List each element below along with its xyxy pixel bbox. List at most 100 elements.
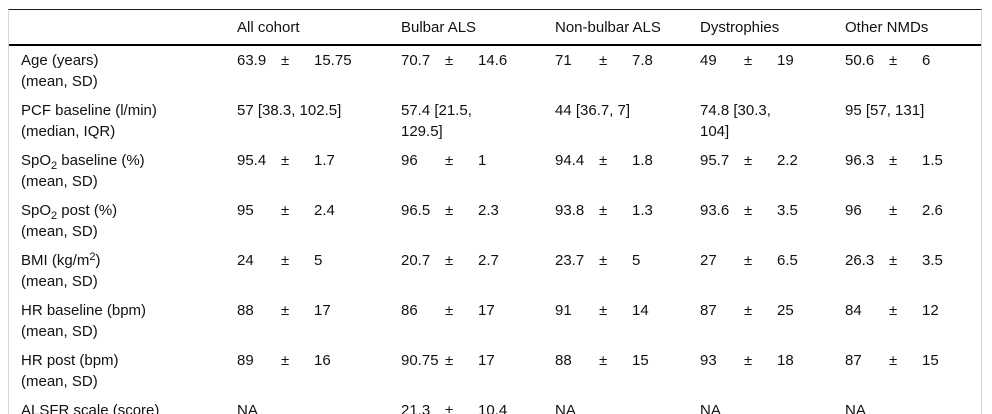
value-cell-age-all-cohort: 63.9 ±15.75 (237, 45, 401, 96)
value-cell-bmi-non-bulbar-als: 23.7 ±5 (555, 246, 700, 296)
sd-value: 2.2 (777, 152, 798, 169)
plus-minus-sign: ± (599, 252, 608, 269)
row-label-cell-spo2-post: SpO2 post (%) (mean, SD) (9, 196, 237, 246)
header-row: All cohort Bulbar ALS Non-bulbar ALS Dystro… (9, 10, 981, 46)
table-row-spo2-post: SpO2 post (%) (mean, SD) 95 ±2.4 96.5 ±2.3 93.… (9, 196, 981, 246)
mean-value: 86 (401, 302, 418, 319)
value-cell-spo2-baseline-dystrophies: 95.7 ±2.2 (700, 146, 845, 196)
row-sub-label: (mean, SD) (21, 273, 98, 290)
value-cell-hr-post-bulbar-als: 90.75 ±17 (401, 346, 555, 396)
sd-value: 10.4 (478, 402, 508, 414)
column-header-all-cohort: All cohort (237, 10, 401, 46)
value-cell-bmi-other-nmds: 26.3 ±3.5 (845, 246, 981, 296)
mean-value: 87 (845, 352, 862, 369)
text-value: NA (700, 402, 721, 414)
mean-value: 20.7 (401, 252, 431, 269)
value-cell-spo2-post-non-bulbar-als: 93.8 ±1.3 (555, 196, 700, 246)
value-cell-hr-post-non-bulbar-als: 88 ±15 (555, 346, 700, 396)
value-cell-bmi-bulbar-als: 20.7 ±2.7 (401, 246, 555, 296)
value-cell-alsfr-scale-all-cohort: NA (237, 396, 401, 414)
plus-minus-sign: ± (445, 202, 454, 219)
mean-value: 23.7 (555, 252, 585, 269)
mean-value: 26.3 (845, 252, 875, 269)
value-cell-pcf-baseline-other-nmds: 95 [57, 131] (845, 96, 981, 146)
plus-minus-sign: ± (599, 52, 608, 69)
value-cell-pcf-baseline-dystrophies: 74.8 [30.3, 104] (700, 96, 845, 146)
column-header-dystrophies: Dystrophies (700, 10, 845, 46)
value-cell-bmi-all-cohort: 24 ±5 (237, 246, 401, 296)
column-header-non-bulbar-als: Non-bulbar ALS (555, 10, 700, 46)
text-value: NA (555, 402, 576, 414)
mean-value: 96 (401, 152, 418, 169)
sd-value: 17 (478, 352, 495, 369)
text-value: 44 [36.7, 7] (555, 102, 631, 119)
plus-minus-sign: ± (744, 252, 753, 269)
sd-value: 2.4 (314, 202, 335, 219)
plus-minus-sign: ± (445, 252, 454, 269)
sd-value: 19 (777, 52, 794, 69)
sd-value: 2.3 (478, 202, 499, 219)
value-cell-bmi-dystrophies: 27 ±6.5 (700, 246, 845, 296)
sd-value: 25 (777, 302, 794, 319)
text-value: NA (845, 402, 866, 414)
value-cell-alsfr-scale-bulbar-als: 21.3 ±10.4 (401, 396, 555, 414)
sd-value: 1 (478, 152, 487, 169)
sd-value: 5 (632, 252, 641, 269)
plus-minus-sign: ± (744, 302, 753, 319)
mean-value: 93.8 (555, 202, 585, 219)
mean-value: 96.3 (845, 152, 875, 169)
row-sub-label: (mean, SD) (21, 323, 98, 340)
sd-value: 14.6 (478, 52, 508, 69)
plus-minus-sign: ± (889, 52, 898, 69)
row-sub-label: (mean, SD) (21, 173, 98, 190)
sd-value: 2.6 (922, 202, 943, 219)
mean-value: 88 (237, 302, 254, 319)
mean-value: 27 (700, 252, 717, 269)
mean-value: 24 (237, 252, 254, 269)
plus-minus-sign: ± (281, 352, 290, 369)
text-value: 57.4 [21.5, 129.5] (401, 102, 472, 140)
plus-minus-sign: ± (744, 352, 753, 369)
mean-value: 63.9 (237, 52, 267, 69)
plus-minus-sign: ± (281, 302, 290, 319)
sd-value: 16 (314, 352, 331, 369)
column-header-bulbar-als: Bulbar ALS (401, 10, 555, 46)
row-label-cell-hr-baseline: HR baseline (bpm) (mean, SD) (9, 296, 237, 346)
value-cell-age-dystrophies: 49 ±19 (700, 45, 845, 96)
sd-value: 1.3 (632, 202, 653, 219)
sd-value: 15 (922, 352, 939, 369)
row-sub-label: (mean, SD) (21, 73, 98, 90)
plus-minus-sign: ± (599, 152, 608, 169)
value-cell-spo2-post-other-nmds: 96 ±2.6 (845, 196, 981, 246)
mean-value: 95 (237, 202, 254, 219)
sd-value: 3.5 (922, 252, 943, 269)
plus-minus-sign: ± (599, 202, 608, 219)
sd-value: 17 (314, 302, 331, 319)
row-label-cell-age: Age (years) (mean, SD) (9, 45, 237, 96)
plus-minus-sign: ± (281, 52, 290, 69)
value-cell-hr-post-dystrophies: 93 ±18 (700, 346, 845, 396)
mean-value: 50.6 (845, 52, 875, 69)
value-cell-hr-post-other-nmds: 87 ±15 (845, 346, 981, 396)
sd-value: 18 (777, 352, 794, 369)
sd-value: 2.7 (478, 252, 499, 269)
text-value: 57 [38.3, 102.5] (237, 102, 342, 119)
value-cell-alsfr-scale-other-nmds: NA (845, 396, 981, 414)
plus-minus-sign: ± (445, 302, 454, 319)
value-cell-hr-baseline-bulbar-als: 86 ±17 (401, 296, 555, 346)
sd-value: 7.8 (632, 52, 653, 69)
value-cell-hr-baseline-dystrophies: 87 ±25 (700, 296, 845, 346)
table-row-age: Age (years) (mean, SD) 63.9 ±15.75 70.7 ±14.6… (9, 45, 981, 96)
sd-value: 17 (478, 302, 495, 319)
cohort-statistics-table: All cohort Bulbar ALS Non-bulbar ALS Dystro… (8, 9, 982, 414)
mean-value: 93 (700, 352, 717, 369)
row-label: SpO2 post (%) (21, 202, 118, 222)
plus-minus-sign: ± (889, 302, 898, 319)
plus-minus-sign: ± (744, 52, 753, 69)
table-row-hr-post: HR post (bpm) (mean, SD) 89 ±16 90.75 ±17 88 ±1… (9, 346, 981, 396)
mean-value: 84 (845, 302, 862, 319)
row-label: Age (years) (21, 52, 99, 69)
value-cell-alsfr-scale-dystrophies: NA (700, 396, 845, 414)
table-row-hr-baseline: HR baseline (bpm) (mean, SD) 88 ±17 86 ±17 91 ±… (9, 296, 981, 346)
